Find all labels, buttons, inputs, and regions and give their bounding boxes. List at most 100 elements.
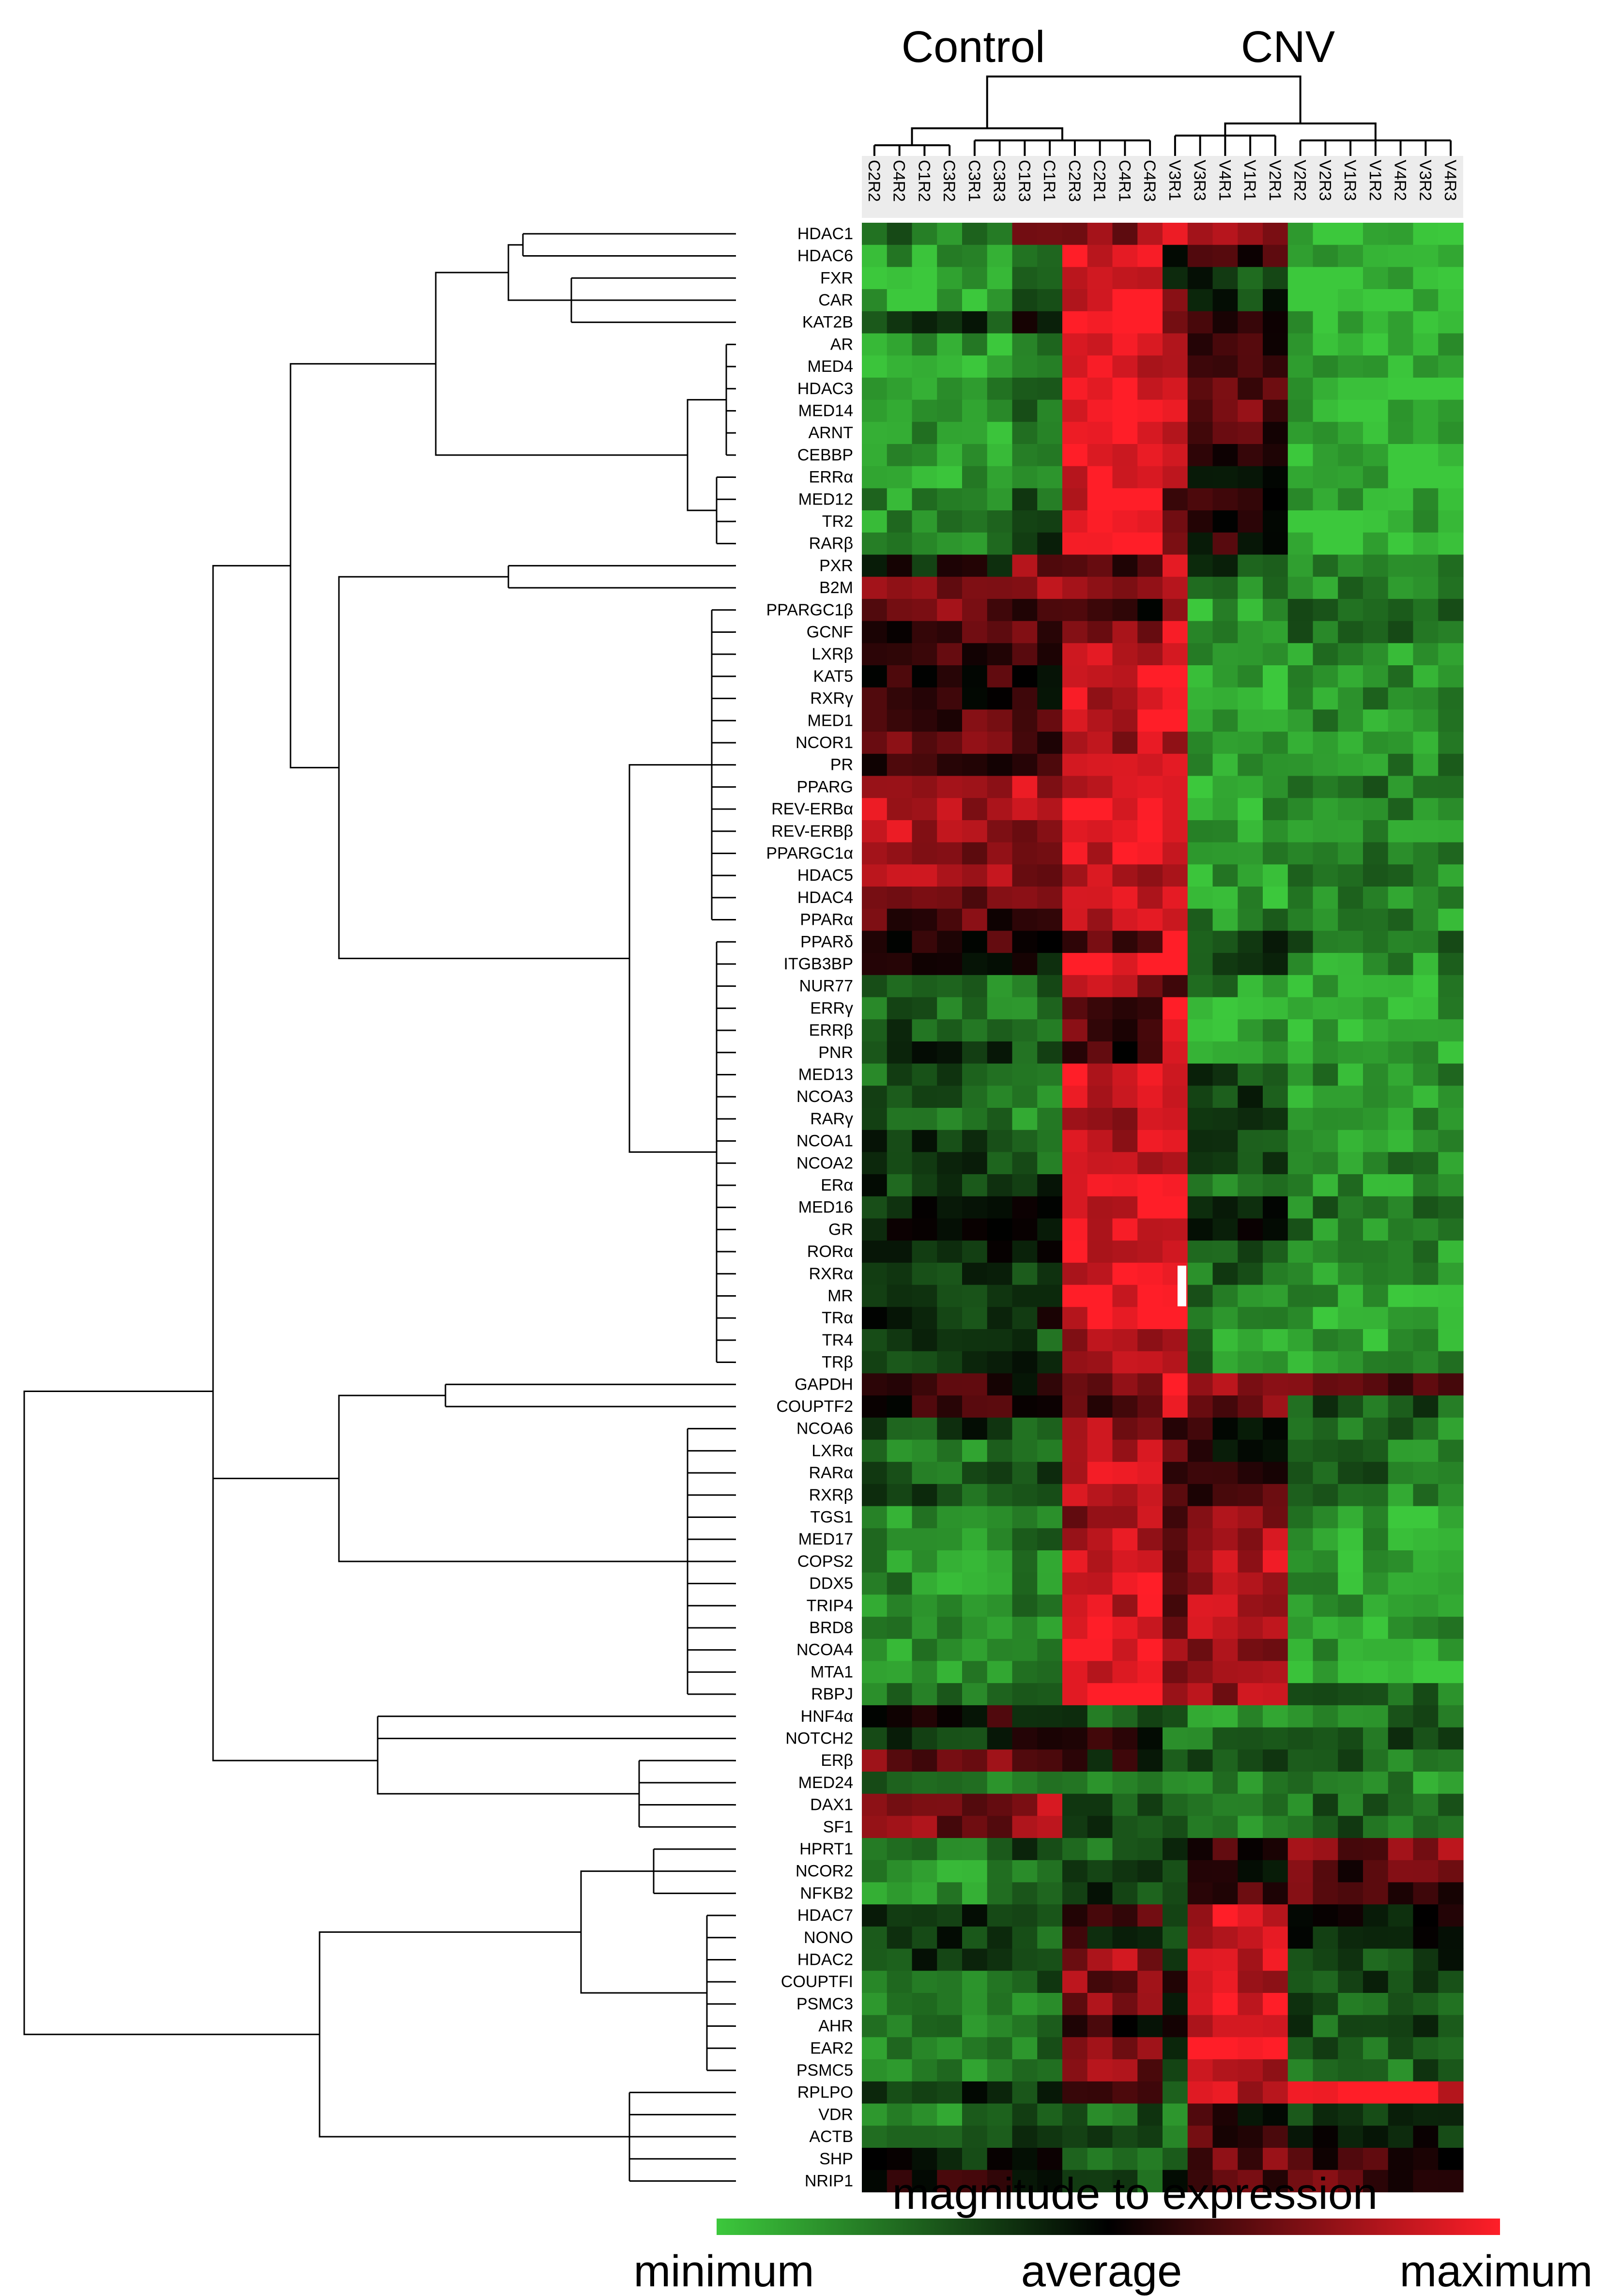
heatmap-cell — [1062, 1993, 1088, 2016]
heatmap-cell — [1037, 1838, 1063, 1861]
heatmap-cell — [1363, 1395, 1389, 1418]
heatmap-cell — [1163, 289, 1188, 312]
heatmap-cell — [1413, 1572, 1439, 1595]
heatmap-cell — [1338, 1417, 1363, 1440]
heatmap-cell — [1112, 1152, 1138, 1175]
heatmap-cell — [1163, 1638, 1188, 1662]
heatmap-cell — [1062, 1285, 1088, 1307]
heatmap-cell — [1062, 577, 1088, 599]
heatmap-cell — [1388, 1351, 1414, 1374]
heatmap-cell — [1163, 931, 1188, 953]
heatmap-cell — [1087, 488, 1113, 511]
heatmap-cell — [1062, 732, 1088, 754]
heatmap-cell — [962, 1041, 988, 1064]
heatmap-cell — [1037, 377, 1063, 400]
heatmap-cell — [1413, 1661, 1439, 1684]
heatmap-cell — [1413, 1462, 1439, 1485]
heatmap-cell — [887, 1971, 913, 1993]
heatmap-cell — [887, 245, 913, 267]
heatmap-cell — [1012, 753, 1038, 777]
heatmap-cell — [1062, 820, 1088, 843]
heatmap-cell — [1388, 1108, 1414, 1131]
heatmap-cell — [987, 311, 1013, 334]
heatmap-cell — [1388, 1705, 1414, 1728]
heatmap-cell — [1163, 1793, 1188, 1816]
heatmap-cell — [1338, 399, 1363, 422]
heatmap-cell — [1187, 1417, 1213, 1440]
heatmap-cell — [1313, 1882, 1338, 1905]
heatmap-cell — [1212, 355, 1238, 378]
heatmap-cell — [1037, 311, 1063, 334]
heatmap-cell — [1212, 333, 1238, 356]
heatmap-cell — [1163, 1041, 1188, 1064]
heatmap-cell — [987, 1793, 1013, 1816]
heatmap-cell — [912, 1130, 937, 1152]
heatmap-cell — [1338, 2015, 1363, 2037]
heatmap-cell — [987, 2170, 1013, 2192]
heatmap-cell — [912, 908, 937, 931]
heatmap-cell — [1012, 466, 1038, 489]
heatmap-cell — [1163, 532, 1188, 555]
heatmap-cell — [937, 1240, 963, 1263]
heatmap-cell — [1112, 1948, 1138, 1971]
heatmap-cell — [1087, 887, 1113, 909]
heatmap-cell — [1313, 1550, 1338, 1573]
heatmap-cell — [1313, 1506, 1338, 1529]
heatmap-cell — [1238, 1993, 1263, 2016]
heatmap-cell — [1263, 1196, 1288, 1219]
heatmap-cell — [1238, 1528, 1263, 1551]
heatmap-cell — [1062, 1971, 1088, 1993]
heatmap-cell — [1363, 1462, 1389, 1485]
heatmap-cell — [1388, 1063, 1414, 1086]
heatmap-cell — [1287, 2170, 1314, 2192]
heatmap-cell — [1313, 908, 1338, 931]
heatmap-cell — [1287, 1262, 1314, 1286]
heatmap-cell — [987, 1528, 1013, 1551]
heatmap-cell — [1413, 1882, 1439, 1905]
heatmap-cell — [1263, 1638, 1288, 1662]
heatmap-cell — [987, 532, 1013, 555]
heatmap-cell — [1313, 1174, 1338, 1197]
heatmap-cell — [912, 1816, 937, 1838]
heatmap-cell — [962, 1638, 988, 1662]
heatmap-cell — [1137, 2170, 1163, 2192]
heatmap-cell — [1438, 1550, 1464, 1573]
column-label: V2R3 — [1316, 160, 1334, 201]
heatmap-cell — [1238, 2059, 1263, 2082]
heatmap-cell — [1187, 2015, 1213, 2037]
row-label: MED24 — [798, 1774, 853, 1792]
heatmap-cell — [1313, 1240, 1338, 1263]
heatmap-cell — [1137, 1948, 1163, 1971]
heatmap-cell — [912, 1351, 937, 1374]
heatmap-cell — [1062, 1506, 1088, 1529]
heatmap-cell — [1338, 1506, 1363, 1529]
heatmap-cell — [1062, 1218, 1088, 1241]
heatmap-cell — [1263, 931, 1288, 953]
row-label: HDAC6 — [797, 247, 853, 265]
row-label: PPARδ — [800, 933, 853, 951]
heatmap-cell — [1338, 1528, 1363, 1551]
heatmap-cell — [1338, 1816, 1363, 1838]
heatmap-cell — [912, 399, 937, 422]
heatmap-cell — [1212, 1240, 1238, 1263]
heatmap-cell — [1388, 1971, 1414, 1993]
heatmap-cell — [1363, 864, 1389, 887]
heatmap-cell — [937, 665, 963, 688]
heatmap-cell — [962, 643, 988, 666]
heatmap-cell — [912, 1329, 937, 1352]
row-label: REV-ERBα — [771, 800, 853, 818]
heatmap-cell — [987, 1882, 1013, 1905]
heatmap-cell — [1413, 355, 1439, 378]
heatmap-cell — [1087, 1971, 1113, 1993]
column-label: V3R3 — [1191, 160, 1209, 201]
heatmap-cell — [962, 887, 988, 909]
heatmap-cell — [1163, 621, 1188, 643]
heatmap-cell — [1212, 1262, 1238, 1286]
heatmap-cell — [1363, 953, 1389, 976]
heatmap-cell — [1263, 488, 1288, 511]
heatmap-cell — [1388, 643, 1414, 666]
heatmap-cell — [887, 2147, 913, 2171]
heatmap-cell — [1087, 289, 1113, 312]
heatmap-cell — [1163, 598, 1188, 622]
heatmap-cell — [1212, 1971, 1238, 1993]
